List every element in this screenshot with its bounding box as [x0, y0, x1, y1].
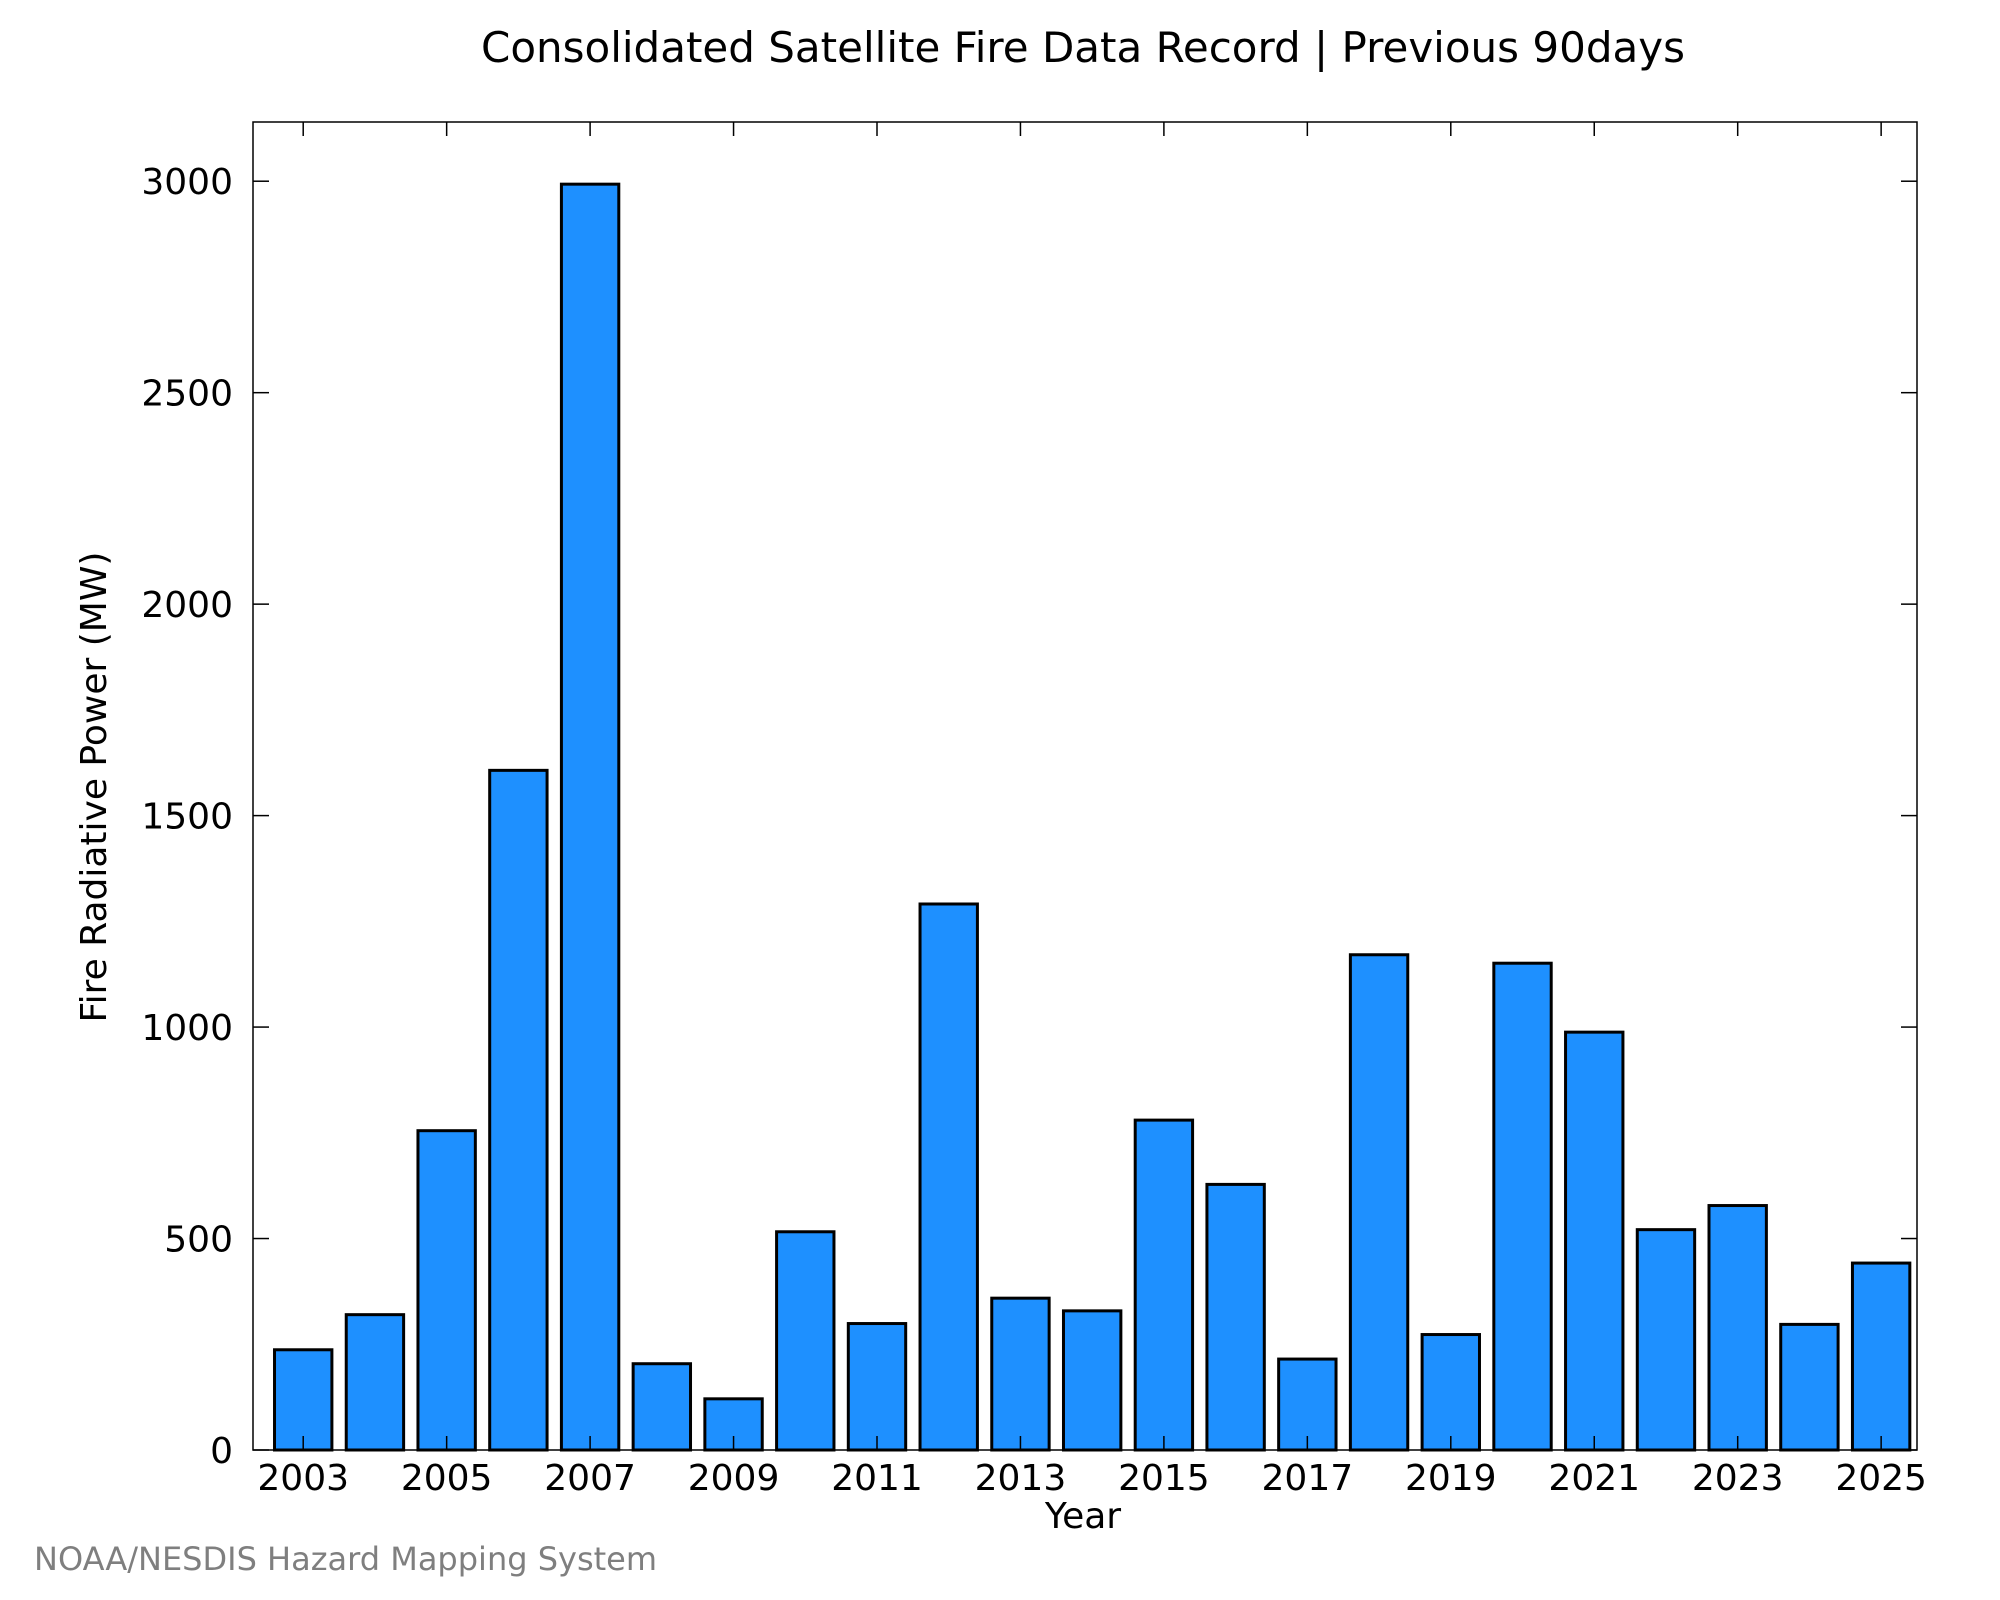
bar-2018: [1348, 953, 1410, 1452]
x-tick-label-2025: 2025: [1835, 1458, 1927, 1499]
bar-2019: [1420, 1333, 1481, 1452]
bar-2013: [990, 1296, 1051, 1452]
bar-2012: [918, 902, 979, 1452]
y-tick-label-2000: 2000: [141, 585, 233, 626]
y-tick-label-1000: 1000: [141, 1008, 233, 1049]
bar-2006: [488, 768, 549, 1452]
x-tick-label-2015: 2015: [1118, 1458, 1210, 1499]
bar-2007: [559, 182, 621, 1452]
bar-series: [273, 182, 1912, 1452]
y-tick-label-0: 0: [210, 1431, 233, 1472]
bar-2005: [416, 1129, 477, 1452]
y-tick-label-1500: 1500: [141, 797, 233, 838]
bar-2022: [1635, 1228, 1697, 1452]
source-credit: NOAA/NESDIS Hazard Mapping System: [34, 1540, 657, 1578]
bar-2015: [1133, 1118, 1195, 1452]
bar-2003: [273, 1348, 334, 1452]
bar-2023: [1707, 1204, 1768, 1452]
bar-2004: [344, 1313, 406, 1452]
chart-title: Consolidated Satellite Fire Data Record …: [481, 23, 1685, 72]
x-tick-label-2023: 2023: [1692, 1458, 1784, 1499]
x-tick-label-2017: 2017: [1262, 1458, 1354, 1499]
x-tick-label-2007: 2007: [544, 1458, 636, 1499]
bar-2020: [1492, 961, 1553, 1452]
x-tick-label-2019: 2019: [1405, 1458, 1497, 1499]
x-tick-label-2003: 2003: [257, 1458, 349, 1499]
bar-2008: [631, 1362, 693, 1452]
y-tick-label-500: 500: [164, 1220, 233, 1261]
y-tick-label-3000: 3000: [141, 162, 233, 203]
x-tick-label-2013: 2013: [975, 1458, 1067, 1499]
bar-2011: [846, 1322, 908, 1452]
x-axis-ticks: 2003 2005 2007 2009 2011 2013 2015 2017 2019 2021…: [257, 122, 1927, 1499]
x-tick-label-2021: 2021: [1548, 1458, 1640, 1499]
y-axis-label: Fire Radiative Power (MW): [74, 552, 115, 1023]
bar-2021: [1564, 1030, 1625, 1452]
bar-2025: [1850, 1261, 1912, 1452]
bar-2010: [775, 1230, 836, 1452]
bar-2024: [1779, 1322, 1840, 1452]
y-axis-ticks: 0 500 1000 1500 2000 2500 3000: [141, 162, 1917, 1472]
x-tick-label-2009: 2009: [688, 1458, 780, 1499]
x-tick-label-2005: 2005: [401, 1458, 493, 1499]
y-tick-label-2500: 2500: [141, 374, 233, 415]
x-axis-label: Year: [1044, 1496, 1121, 1537]
x-tick-label-2011: 2011: [831, 1458, 923, 1499]
bar-2016: [1205, 1182, 1266, 1452]
bar-2014: [1061, 1309, 1123, 1452]
